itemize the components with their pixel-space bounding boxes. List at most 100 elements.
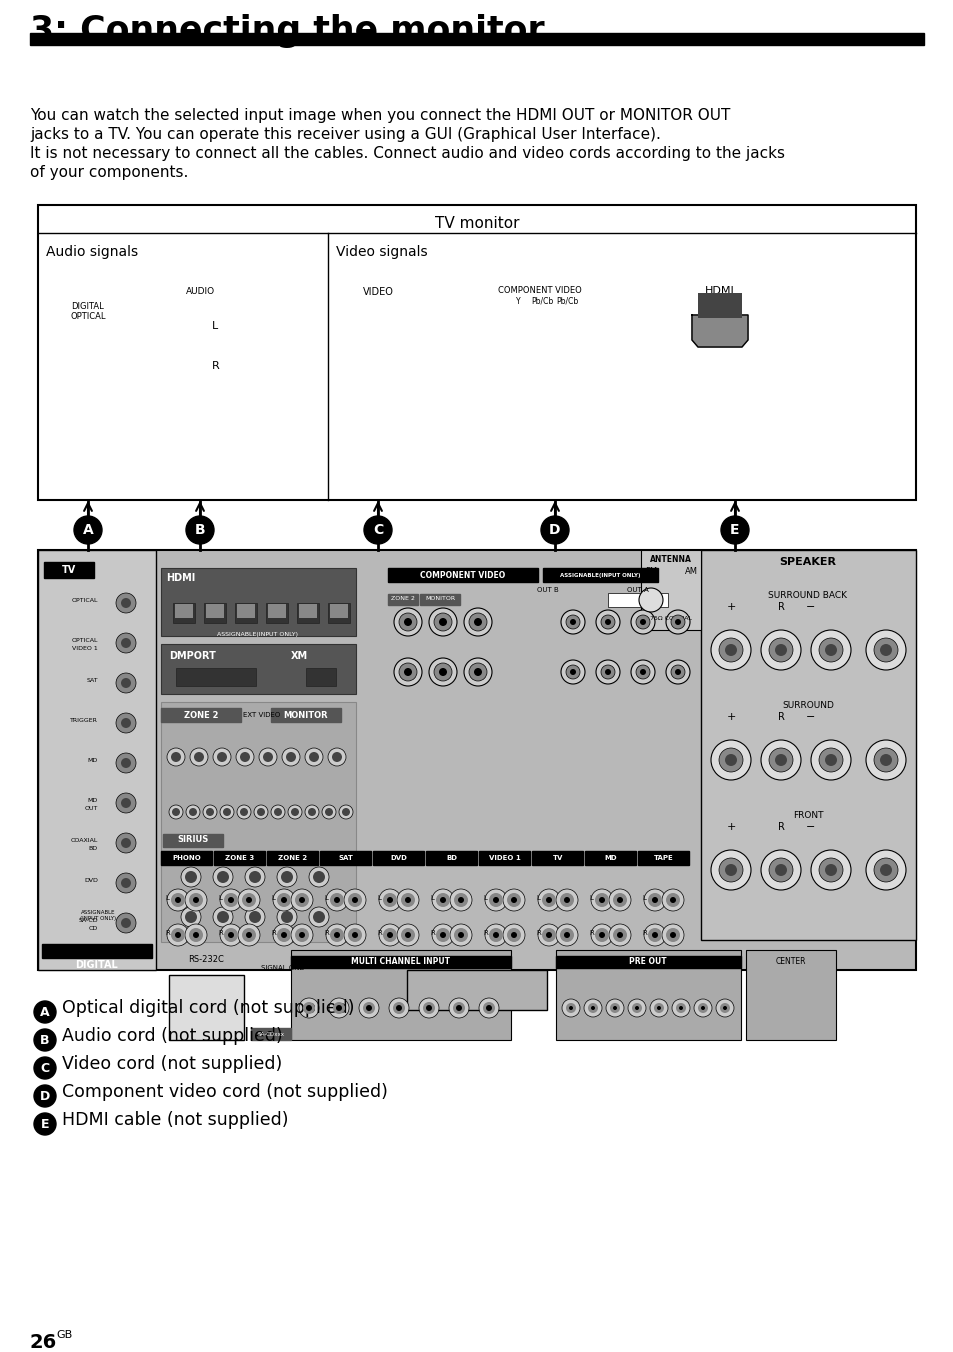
Text: L: L [218,895,222,900]
Circle shape [378,923,400,946]
Text: GB: GB [56,1330,72,1340]
Circle shape [474,668,481,676]
Bar [204,603,226,623]
Circle shape [449,998,469,1018]
Bar [234,603,256,623]
Circle shape [179,314,201,337]
Bar [470,256,609,385]
Circle shape [276,927,291,942]
Circle shape [670,665,684,679]
Circle shape [541,927,556,942]
Circle shape [865,740,905,780]
Text: VIDEO: VIDEO [362,287,393,297]
Text: of your components.: of your components. [30,165,188,180]
Text: SURROUND: SURROUND [781,700,833,710]
Text: CENTER: CENTER [775,957,805,967]
Circle shape [389,998,409,1018]
Circle shape [394,658,421,685]
Circle shape [676,1003,685,1013]
Bar [271,708,340,722]
Circle shape [245,907,265,927]
Circle shape [724,754,737,767]
Circle shape [561,999,579,1017]
Text: HDMI: HDMI [166,573,195,583]
Circle shape [305,748,323,767]
Circle shape [454,894,468,907]
Text: You can watch the selected input image when you connect the HDMI OUT or MONITOR : You can watch the selected input image w… [30,108,730,123]
Circle shape [824,864,836,876]
Circle shape [220,923,242,946]
Circle shape [810,630,850,671]
Circle shape [203,804,216,819]
Bar [76,322,100,342]
Circle shape [526,333,553,358]
Circle shape [450,890,472,911]
Circle shape [179,354,201,376]
Bar [419,594,459,604]
Text: AM: AM [684,568,697,576]
Circle shape [271,804,285,819]
Text: PHONO: PHONO [172,854,201,861]
Circle shape [502,890,524,911]
Circle shape [249,871,261,883]
Circle shape [185,911,196,923]
Circle shape [361,329,394,361]
Text: DMPORT: DMPORT [169,652,215,661]
Circle shape [457,932,463,938]
Text: Optical digital cord (not supplied): Optical digital cord (not supplied) [62,999,355,1017]
Circle shape [436,894,450,907]
Circle shape [569,669,576,675]
Circle shape [34,1113,56,1134]
Circle shape [561,333,587,358]
Text: +: + [725,713,735,722]
Text: DIGITAL: DIGITAL [75,960,118,969]
Circle shape [596,610,619,634]
Text: SURROUND BACK: SURROUND BACK [768,591,846,599]
Circle shape [879,754,891,767]
Circle shape [560,660,584,684]
Circle shape [453,1002,464,1014]
Text: OUT: OUT [85,807,98,811]
Circle shape [502,923,524,946]
Circle shape [587,1003,598,1013]
Text: L: L [271,895,274,900]
Text: TV: TV [552,854,562,861]
Text: INPUT: INPUT [706,261,733,270]
Circle shape [540,516,568,544]
Bar [44,562,94,579]
Circle shape [281,896,287,903]
Circle shape [371,338,385,352]
Text: E: E [729,523,739,537]
Circle shape [598,896,604,903]
Text: A: A [40,1006,50,1018]
Circle shape [569,619,576,625]
Text: Pb/Cb: Pb/Cb [530,297,553,306]
Circle shape [334,896,339,903]
Circle shape [617,932,622,938]
Circle shape [639,588,662,612]
Circle shape [282,748,299,767]
Bar [640,550,700,630]
Circle shape [294,894,309,907]
Circle shape [493,896,498,903]
Circle shape [121,798,131,808]
Text: COMPONENT VIDEO: COMPONENT VIDEO [497,287,581,295]
Circle shape [541,894,556,907]
Circle shape [228,896,233,903]
Text: SPEAKER: SPEAKER [779,557,836,566]
Circle shape [669,896,676,903]
Circle shape [206,808,213,817]
Bar [163,834,223,846]
Circle shape [818,859,842,882]
Bar [607,594,667,607]
Circle shape [636,665,649,679]
Circle shape [291,890,313,911]
Bar [291,950,511,1040]
Text: BD: BD [89,846,98,852]
Circle shape [242,927,255,942]
Circle shape [630,660,655,684]
Circle shape [220,890,242,911]
Bar [373,850,423,865]
Circle shape [565,615,579,629]
Circle shape [333,1002,345,1014]
